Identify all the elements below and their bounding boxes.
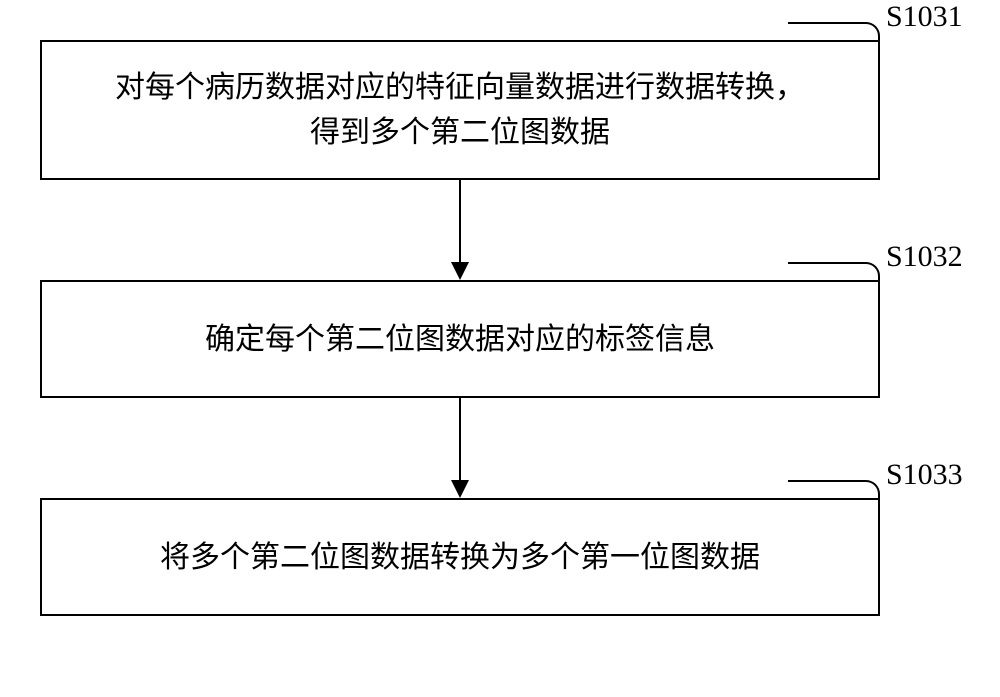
callout-2 xyxy=(788,262,880,280)
callout-1 xyxy=(788,22,880,40)
step-label-2: S1032 xyxy=(886,240,963,274)
flow-node-2-text: 确定每个第二位图数据对应的标签信息 xyxy=(205,317,715,362)
step-label-1: S1031 xyxy=(886,0,963,34)
flow-node-1: 对每个病历数据对应的特征向量数据进行数据转换， 得到多个第二位图数据 xyxy=(40,40,880,180)
arrow-1-head xyxy=(451,262,469,280)
flow-node-1-text: 对每个病历数据对应的特征向量数据进行数据转换， 得到多个第二位图数据 xyxy=(115,65,805,155)
arrow-1-line xyxy=(459,180,461,262)
flow-node-3: 将多个第二位图数据转换为多个第一位图数据 xyxy=(40,498,880,616)
flow-node-3-text: 将多个第二位图数据转换为多个第一位图数据 xyxy=(160,535,760,580)
step-label-3: S1033 xyxy=(886,458,963,492)
arrow-2-head xyxy=(451,480,469,498)
arrow-2-line xyxy=(459,398,461,480)
flow-node-2: 确定每个第二位图数据对应的标签信息 xyxy=(40,280,880,398)
callout-3 xyxy=(788,480,880,498)
